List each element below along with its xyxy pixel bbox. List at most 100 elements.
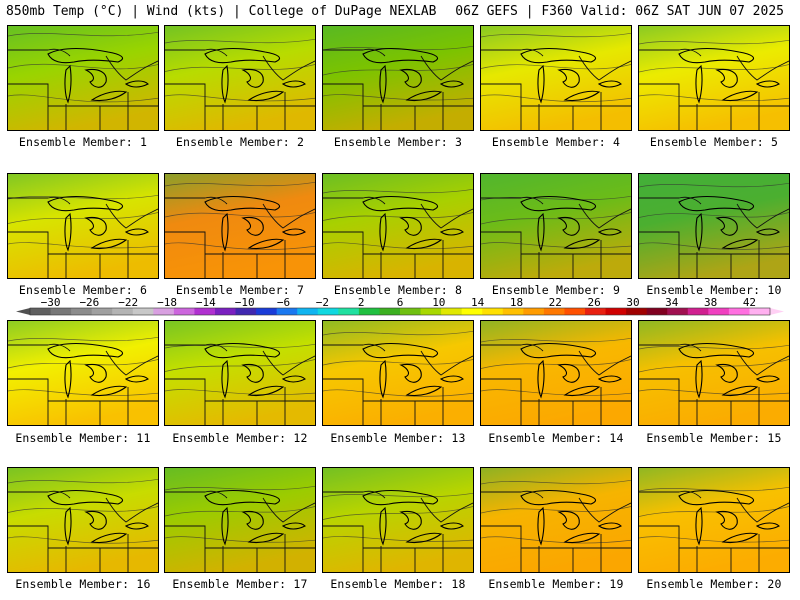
colorbar-swatch: [132, 308, 154, 315]
height-contour: [639, 536, 789, 543]
great-lakes-outline: [563, 238, 601, 250]
ensemble-member-label-19: Ensemble Member: 19: [488, 577, 624, 591]
state-border: [105, 350, 158, 376]
ensemble-map-10: [639, 174, 789, 278]
height-contour: [323, 536, 473, 542]
great-lakes-outline: [64, 506, 72, 546]
great-lakes-outline: [597, 522, 622, 530]
ensemble-map-16: [8, 468, 158, 572]
ensemble-member-label-4: Ensemble Member: 4: [491, 135, 621, 149]
height-contour: [639, 39, 789, 45]
great-lakes-outline: [281, 228, 306, 236]
colorbar-swatch: [523, 308, 545, 315]
height-contour: [481, 389, 631, 396]
great-lakes-outline: [721, 238, 759, 250]
ensemble-map-panel-7: [164, 173, 316, 279]
ensemble-map-2: [165, 26, 315, 130]
ensemble-map-15: [639, 321, 789, 425]
ensemble-map-panel-10: [638, 173, 790, 279]
great-lakes-outline: [221, 64, 229, 104]
ensemble-map-panel-15: [638, 320, 790, 426]
height-contour: [8, 359, 158, 369]
ensemble-map-9: [481, 174, 631, 278]
great-lakes-outline: [64, 64, 72, 104]
great-lakes-outline: [241, 216, 264, 236]
height-contour: [323, 492, 473, 498]
height-contour: [639, 506, 789, 517]
state-border: [736, 203, 789, 229]
ensemble-map-panel-14: [480, 320, 632, 426]
height-contour: [639, 486, 789, 492]
great-lakes-outline: [84, 216, 107, 236]
colorbar-swatch: [585, 308, 607, 315]
colorbar-swatch: [173, 308, 195, 315]
colorbar-swatch: [400, 308, 422, 315]
great-lakes-outline: [520, 195, 596, 212]
state-border: [8, 83, 49, 130]
ensemble-map-panel-5: [638, 25, 790, 131]
state-border: [105, 203, 158, 229]
state-border: [578, 203, 631, 229]
temperature-field: [639, 468, 789, 572]
height-contour: [639, 212, 789, 218]
colorbar-swatch: [215, 308, 237, 315]
height-contour: [639, 182, 789, 188]
great-lakes-outline: [439, 80, 464, 88]
state-border: [262, 55, 315, 81]
colorbar-swatch: [297, 308, 319, 315]
colorbar-swatch: [605, 308, 627, 315]
height-contour: [165, 64, 315, 72]
state-border: [481, 231, 522, 278]
temperature-colorbar: −30 −26 −22 −18 −14 −10 −6 −2 2 6 10 14 18 22 26 30 34 38…: [16, 297, 784, 316]
state-border: [262, 497, 315, 523]
great-lakes-outline: [204, 489, 280, 506]
colorbar-tick-label: 22: [549, 297, 562, 309]
colorbar-swatch: [194, 308, 216, 315]
colorbar-swatch: [708, 308, 730, 315]
temperature-field: [639, 174, 789, 278]
colorbar-tick-label: 42: [743, 297, 756, 309]
ensemble-member-label-3: Ensemble Member: 3: [333, 135, 463, 149]
colorbar-swatch: [235, 308, 257, 315]
colorbar-tick-label: 26: [588, 297, 601, 309]
height-contour: [481, 337, 631, 343]
state-border: [578, 350, 631, 376]
height-contour: [481, 94, 631, 103]
great-lakes-outline: [678, 47, 754, 64]
great-lakes-outline: [439, 228, 464, 236]
temperature-field: [8, 174, 158, 278]
colorbar-swatch: [687, 308, 709, 315]
great-lakes-outline: [563, 90, 601, 102]
ensemble-map-panel-9: [480, 173, 632, 279]
great-lakes-outline: [537, 64, 545, 104]
great-lakes-outline: [362, 47, 438, 64]
great-lakes-outline: [84, 510, 107, 530]
height-contour: [165, 242, 315, 250]
great-lakes-outline: [678, 195, 754, 212]
height-contour: [323, 242, 473, 250]
state-border: [262, 350, 315, 376]
ensemble-map-panel-6: [7, 173, 159, 279]
state-border: [481, 525, 522, 572]
state-border: [105, 55, 158, 81]
great-lakes-outline: [405, 385, 443, 397]
great-lakes-outline: [405, 532, 443, 544]
state-border: [481, 378, 522, 425]
colorbar-tick-label: 38: [704, 297, 717, 309]
temperature-field: [481, 468, 631, 572]
colorbar-tick-label: 14: [471, 297, 485, 309]
height-contour: [639, 344, 789, 350]
great-lakes-outline: [721, 385, 759, 397]
state-border: [420, 203, 473, 229]
height-contour: [639, 94, 789, 102]
colorbar-tick-label: 34: [665, 297, 679, 309]
ensemble-member-label-20: Ensemble Member: 20: [646, 577, 782, 591]
ensemble-map-panel-13: [322, 320, 474, 426]
great-lakes-outline: [399, 510, 422, 530]
ensemble-map-4: [481, 26, 631, 130]
state-border: [639, 83, 680, 130]
height-contour: [323, 188, 473, 194]
colorbar-swatch: [564, 308, 586, 315]
header-right-title: 06Z GEFS | F360 Valid: 06Z SAT JUN 07 20…: [455, 4, 784, 19]
great-lakes-outline: [47, 489, 123, 506]
